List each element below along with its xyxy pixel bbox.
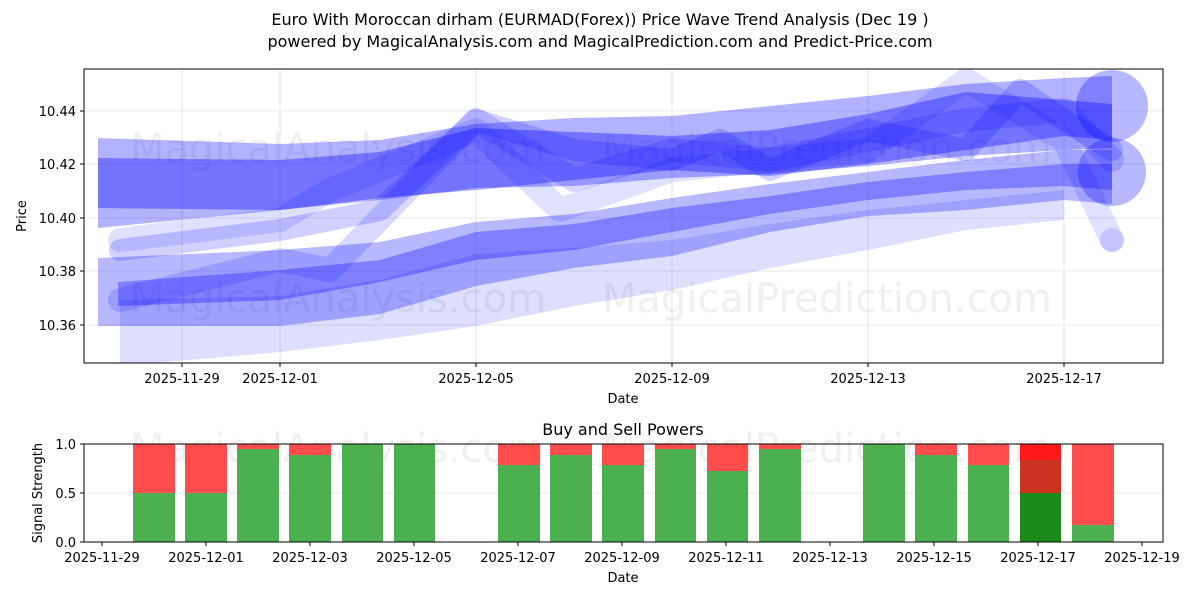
- wave-band: [98, 76, 1112, 228]
- y-tick-label: 1.0: [55, 438, 76, 453]
- buy-sell-x-axis: 2025-11-29 2025-12-01 2025-12-03 2025-12…: [64, 542, 1180, 586]
- sell-bar-strong: [1020, 444, 1061, 460]
- sell-bar: [133, 444, 175, 493]
- wave-band: [98, 92, 1112, 210]
- buy-bar: [707, 471, 748, 542]
- wave-cap: [1100, 228, 1124, 252]
- wave-cap: [1078, 138, 1146, 206]
- x-tick-label: 2025-12-15: [896, 551, 972, 566]
- price-x-axis: 2025-11-29 2025-12-01 2025-12-05 2025-12…: [144, 363, 1102, 407]
- buy-bar: [655, 449, 696, 542]
- sell-bar: [185, 444, 227, 493]
- buy-sell-title: Buy and Sell Powers: [542, 420, 704, 439]
- sell-bar: [550, 444, 592, 455]
- price-y-axis: 10.44 10.42 10.40 10.38 10.36 Price: [15, 105, 84, 334]
- buy-bar: [968, 465, 1009, 542]
- buy-bar: [237, 449, 279, 542]
- sell-bar: [707, 444, 748, 471]
- buy-bar: [185, 493, 227, 542]
- y-tick-label: 0.5: [55, 487, 76, 502]
- sell-bar: [759, 444, 801, 449]
- y-tick-label: 10.36: [39, 319, 76, 334]
- x-tick-label: 2025-12-07: [480, 551, 556, 566]
- watermark-text: MagicalPrediction.com: [602, 126, 1052, 172]
- price-axes-frame: [83, 68, 1164, 364]
- x-tick-label: 2025-12-17: [1000, 551, 1076, 566]
- buy-bar: [342, 444, 383, 542]
- x-tick-label: 2025-12-13: [830, 372, 906, 387]
- watermark-text: MagicalAnalysis.com: [130, 276, 546, 322]
- wave-line: [108, 69, 1124, 252]
- x-tick-label: 2025-12-17: [1026, 372, 1102, 387]
- buy-bar: [289, 455, 331, 542]
- buy-bar: [1072, 525, 1114, 542]
- buy-bar: [915, 455, 957, 542]
- wave-line: [108, 98, 1124, 312]
- bars: [133, 444, 1114, 542]
- watermark-text: MagicalPrediction.com: [602, 276, 1052, 322]
- price-chart: MagicalAnalysis.com MagicalPrediction.co…: [15, 68, 1164, 407]
- sell-bar: [968, 444, 1009, 465]
- buy-bar: [550, 455, 592, 542]
- x-tick-label: 2025-11-29: [64, 551, 140, 566]
- chart-subtitle: powered by MagicalAnalysis.com and Magic…: [267, 32, 933, 51]
- watermark-text: MagicalAnalysis.com: [130, 126, 546, 172]
- wave-band: [98, 150, 1112, 326]
- wave-band: [118, 164, 1112, 306]
- y-tick-label: 10.44: [39, 105, 76, 120]
- buy-bar: [133, 493, 175, 542]
- y-axis-label: Signal Strength: [31, 443, 46, 543]
- y-tick-label: 10.42: [39, 158, 76, 173]
- wave-bands: [98, 69, 1148, 363]
- x-tick-label: 2025-12-11: [688, 551, 764, 566]
- x-tick-label: 2025-11-29: [144, 372, 220, 387]
- buy-bar: [498, 465, 540, 542]
- sell-bar: [602, 444, 644, 465]
- buy-sell-chart: Buy and Sell Powers MagicalAnalysis.com …: [31, 420, 1180, 586]
- wave-cap: [1076, 70, 1148, 142]
- y-tick-label: 10.38: [39, 265, 76, 280]
- buy-bar-strong: [1020, 493, 1061, 542]
- sell-bar-dark: [1020, 460, 1061, 493]
- buy-sell-y-axis: 1.0 0.5 0.0 Signal Strength: [31, 438, 84, 551]
- y-tick-label: 0.0: [55, 536, 76, 551]
- x-tick-label: 2025-12-09: [634, 372, 710, 387]
- sell-bar: [655, 444, 696, 449]
- buy-bar: [602, 465, 644, 542]
- y-axis-label: Price: [15, 200, 30, 232]
- x-axis-label: Date: [607, 571, 638, 586]
- sell-bar: [1072, 444, 1114, 525]
- y-tick-label: 10.40: [39, 212, 76, 227]
- x-tick-label: 2025-12-09: [584, 551, 660, 566]
- x-tick-label: 2025-12-01: [242, 372, 318, 387]
- x-tick-label: 2025-12-05: [438, 372, 514, 387]
- sell-bar: [498, 444, 540, 465]
- wave-band: [120, 190, 1064, 363]
- x-tick-label: 2025-12-01: [168, 551, 244, 566]
- x-tick-label: 2025-12-03: [272, 551, 348, 566]
- chart-title: Euro With Moroccan dirham (EURMAD(Forex)…: [271, 10, 929, 29]
- sell-bar: [289, 444, 331, 455]
- price-grid: [84, 69, 1163, 363]
- wave-line: [109, 79, 1123, 261]
- x-tick-label: 2025-12-19: [1104, 551, 1180, 566]
- buy-bar: [759, 449, 801, 542]
- x-tick-label: 2025-12-05: [376, 551, 452, 566]
- x-axis-label: Date: [607, 392, 638, 407]
- sell-bar: [915, 444, 957, 455]
- x-tick-label: 2025-12-13: [792, 551, 868, 566]
- sell-bar: [237, 444, 279, 449]
- buy-bar: [863, 444, 905, 542]
- buy-bar: [394, 444, 435, 542]
